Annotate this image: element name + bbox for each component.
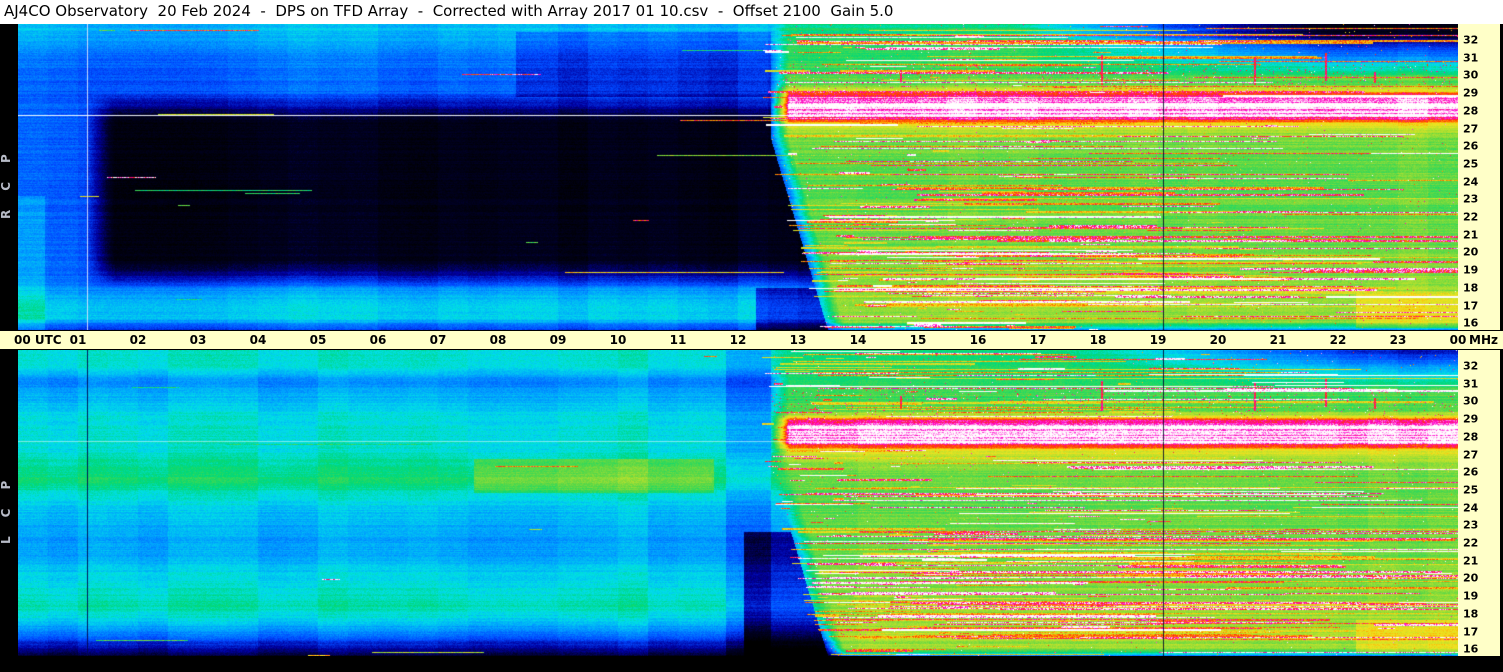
freq-tick-label: 19	[1463, 263, 1479, 277]
time-tick-label: 22	[1329, 333, 1347, 347]
time-tick-label: 07	[429, 333, 447, 347]
time-axis: MHz 00 UTC 01 02 03 04 05 06 07 08 09 10 11 12 13 14 15…	[0, 330, 1503, 350]
time-tick-label: 04	[249, 333, 267, 347]
time-tick-label: 23	[1389, 333, 1407, 347]
freq-tick-label: 18	[1463, 281, 1479, 295]
time-tick-label: 09	[549, 333, 567, 347]
time-tick-label: 05	[309, 333, 327, 347]
freq-tick-label: 32	[1463, 359, 1479, 373]
freq-tick-label: 27	[1463, 448, 1479, 461]
freq-tick-label: 16	[1463, 642, 1479, 656]
freq-tick-label: 28	[1463, 104, 1479, 118]
time-tick-label: 12	[729, 333, 747, 347]
time-tick-label: 10	[609, 333, 627, 347]
rcp-spectrogram-canvas	[18, 24, 1458, 330]
freq-tick-label: 29	[1463, 412, 1479, 426]
frequency-unit-label: MHz	[1469, 333, 1498, 347]
lcp-polarization-label: LCP	[0, 461, 13, 545]
time-tick-label: 15	[909, 333, 927, 347]
freq-tick-label: 20	[1463, 245, 1479, 259]
freq-tick-label: 21	[1463, 228, 1479, 242]
freq-tick-label: 27	[1463, 122, 1479, 135]
time-tick-label: 13	[789, 333, 807, 347]
freq-tick-label: 20	[1463, 571, 1479, 585]
freq-tick-label: 17	[1463, 625, 1479, 638]
freq-tick-label: 23	[1463, 518, 1479, 532]
frequency-scale-rcp: 32 31 30 29 28 27 26 25 24 23 22 21 20 19 18 17 16	[1458, 24, 1500, 330]
frequency-scale-lcp: 32 31 30 29 28 27 26 25 24 23 22 21 20 19 18 17 16	[1458, 350, 1500, 656]
freq-tick-label: 17	[1463, 299, 1479, 312]
freq-tick-label: 28	[1463, 430, 1479, 444]
time-tick-label: 02	[129, 333, 147, 347]
freq-tick-label: 19	[1463, 589, 1479, 603]
freq-tick-label: 22	[1463, 536, 1479, 550]
time-tick-label: 21	[1269, 333, 1287, 347]
lcp-spectrogram-canvas	[18, 350, 1458, 656]
freq-tick-label: 26	[1463, 139, 1479, 153]
time-tick-label: 16	[969, 333, 987, 347]
time-tick-label: 14	[849, 333, 867, 347]
freq-tick-label: 24	[1463, 175, 1479, 189]
freq-tick-label: 26	[1463, 465, 1479, 479]
freq-tick-label: 30	[1463, 68, 1479, 82]
freq-tick-label: 18	[1463, 607, 1479, 621]
time-tick-label: 08	[489, 333, 507, 347]
time-tick-label: 00	[1449, 333, 1467, 347]
freq-tick-label: 16	[1463, 316, 1479, 330]
time-tick-label: 00 UTC	[14, 333, 62, 347]
time-tick-label: 11	[669, 333, 687, 347]
freq-tick-label: 23	[1463, 192, 1479, 206]
freq-tick-label: 24	[1463, 501, 1479, 515]
freq-tick-label: 32	[1463, 33, 1479, 47]
time-tick-label: 18	[1089, 333, 1107, 347]
time-tick-label: 01	[69, 333, 87, 347]
time-tick-label: 06	[369, 333, 387, 347]
time-tick-label: 17	[1029, 333, 1047, 347]
freq-tick-label: 25	[1463, 483, 1479, 497]
freq-tick-label: 31	[1463, 377, 1479, 391]
bottom-frame-strip	[0, 656, 1503, 672]
page-title: AJ4CO Observatory 20 Feb 2024 - DPS on T…	[0, 0, 1503, 24]
freq-tick-label: 31	[1463, 51, 1479, 65]
freq-tick-label: 25	[1463, 157, 1479, 171]
rcp-polarization-label: RCP	[0, 135, 13, 219]
time-tick-label: 19	[1149, 333, 1167, 347]
freq-tick-label: 29	[1463, 86, 1479, 100]
time-tick-label: 20	[1209, 333, 1227, 347]
time-tick-label: 03	[189, 333, 207, 347]
freq-tick-label: 30	[1463, 394, 1479, 408]
freq-tick-label: 22	[1463, 210, 1479, 224]
freq-tick-label: 21	[1463, 554, 1479, 568]
